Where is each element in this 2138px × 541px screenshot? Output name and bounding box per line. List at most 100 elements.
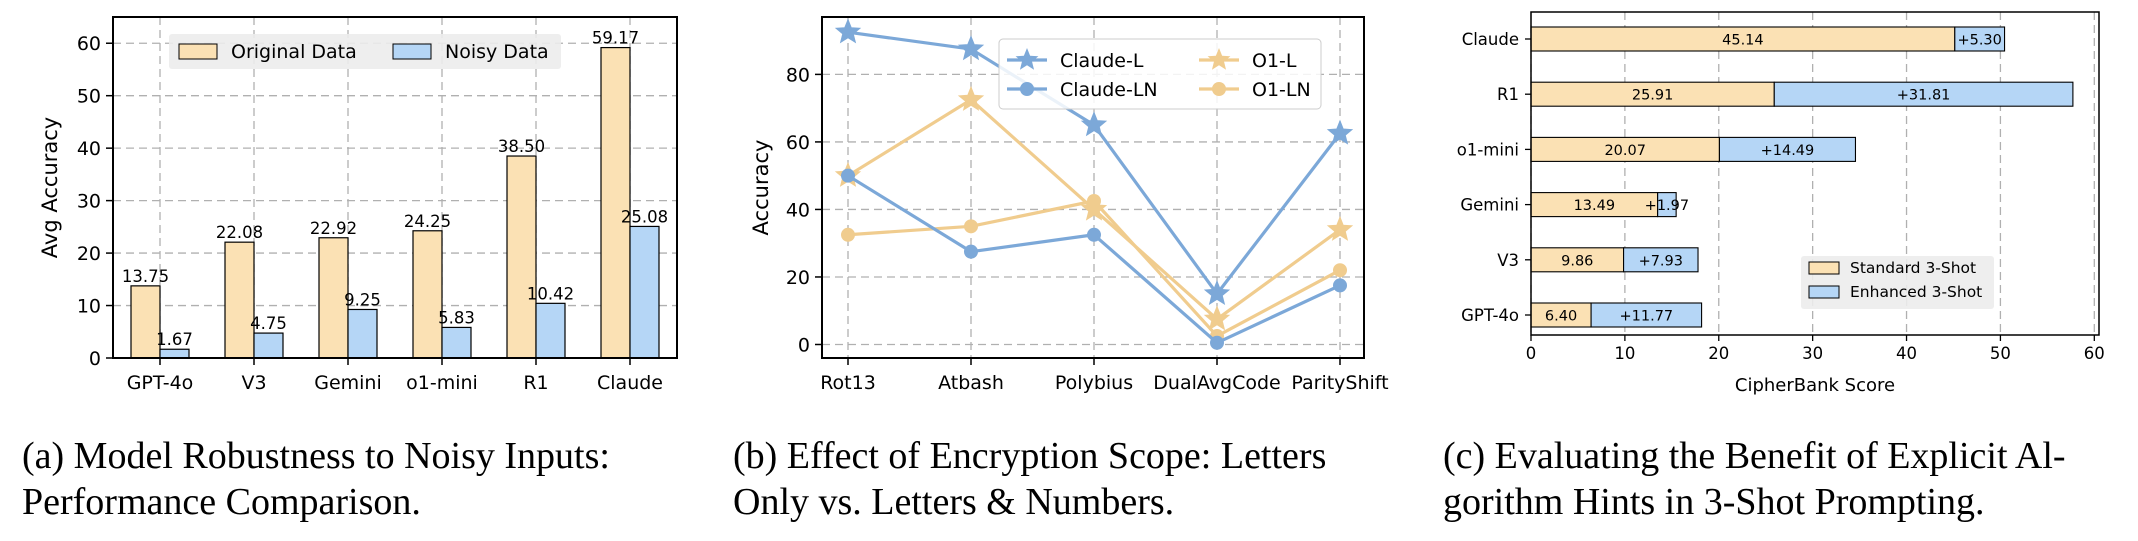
chart-a-xtick-label: V3 <box>241 372 266 394</box>
chart-a-ytick-label: 0 <box>89 348 101 370</box>
chart-b-legend: Claude-L Claude-LN O1-L O1-LN <box>998 38 1322 110</box>
chart-c-bar-enhanced <box>1623 247 1699 273</box>
chart-c-algorithm-hints: 0 10 20 30 40 50 60 GPT-4o 6.40 +11.77 V3 9.86 +7.93… <box>1457 11 2105 396</box>
chart-a-bar-original <box>318 237 349 359</box>
chart-b-point-claude-ln <box>1210 335 1224 350</box>
chart-b-ytick-label: 0 <box>798 334 810 356</box>
caption-a-line-2: Performance Comparison. <box>22 481 421 523</box>
chart-b-point-o1-l <box>957 85 985 111</box>
chart-c-bar-enhanced <box>1590 302 1703 328</box>
caption-a-line-1: (a) Model Robustness to Noisy Inputs: <box>22 435 610 477</box>
chart-c-bar-label: 6.40 <box>1545 309 1577 325</box>
chart-b-point-o1-l <box>1203 305 1231 331</box>
chart-a-bar-original <box>600 46 631 359</box>
chart-a-ylabel: Avg Accuracy <box>38 117 62 258</box>
chart-b-ytick-label: 40 <box>786 199 810 221</box>
chart-b-point-claude-l <box>1080 111 1108 137</box>
chart-b-legend-marker <box>1015 48 1039 70</box>
chart-b-xtick-label: Rot13 <box>820 372 876 394</box>
chart-a-legend: Original Data Noisy Data <box>169 34 561 69</box>
chart-c-legend-label: Enhanced 3-Shot <box>1850 283 1982 301</box>
chart-c-ytick-label: Claude <box>1462 30 1519 49</box>
chart-a-bar-label: 13.75 <box>122 267 169 286</box>
chart-c-bar-label: +1.97 <box>1645 198 1689 214</box>
chart-b-encryption-scope: 0 20 40 60 80 Rot13 Atbash Polybius DualAvgCode P… <box>749 16 1389 394</box>
chart-b-xtick-label: ParityShift <box>1291 372 1388 394</box>
chart-a-xtick-label: Claude <box>597 372 663 394</box>
chart-a-bar-noisy <box>535 302 566 359</box>
chart-c-legend: Standard 3-Shot Enhanced 3-Shot <box>1801 256 1994 309</box>
chart-c-bar-enhanced <box>1773 81 2074 107</box>
chart-c-xlabel: CipherBank Score <box>1735 375 1895 396</box>
chart-c-xtick-label: 50 <box>1990 344 2011 363</box>
caption-c-line-1: (c) Evaluating the Benefit of Explicit A… <box>1443 435 2066 477</box>
chart-a-bar-noisy <box>629 225 660 359</box>
chart-b-ytick-label: 60 <box>786 132 810 154</box>
chart-a-frame <box>112 16 678 359</box>
caption-c-line-2: gorithm Hints in 3-Shot Prompting. <box>1443 481 1985 523</box>
chart-c-frame <box>1530 11 2100 336</box>
chart-a-bar-label: 9.25 <box>344 290 381 309</box>
caption-a: (a) Model Robustness to Noisy Inputs: Pe… <box>22 435 610 523</box>
chart-a-ytick-label: 40 <box>77 138 101 160</box>
chart-b-legend-box <box>998 38 1322 110</box>
chart-a-xtick-label: Gemini <box>314 372 382 394</box>
chart-c-bar-label: 13.49 <box>1574 198 1616 214</box>
chart-a-bar-noisy <box>159 348 190 359</box>
chart-b-frame <box>821 16 1365 359</box>
chart-a-bar-label: 25.08 <box>621 207 668 226</box>
chart-c-bar-label: +5.30 <box>1957 33 2001 49</box>
chart-b-point-claude-ln <box>964 244 978 259</box>
chart-c-bar-standard <box>1530 192 1659 218</box>
chart-a-bar-label: 59.17 <box>592 29 639 48</box>
chart-b-legend-label: Claude-L <box>1060 50 1144 72</box>
chart-a-bar-noisy <box>347 308 378 359</box>
chart-b-xtick-label: Polybius <box>1055 372 1133 394</box>
chart-c-bar-enhanced <box>1954 26 2006 52</box>
chart-b-point-claude-ln <box>1333 278 1347 293</box>
chart-c-bar-standard <box>1530 26 1956 52</box>
chart-a-xtick-label: R1 <box>523 372 548 394</box>
chart-c-xtick-label: 30 <box>1802 344 1823 363</box>
chart-a-bar-label: 5.83 <box>438 308 475 327</box>
chart-b-point-o1-ln <box>1333 263 1347 278</box>
chart-b-ytick-label: 80 <box>786 64 810 86</box>
chart-b-legend-label: O1-L <box>1252 50 1297 72</box>
chart-a-robustness: 0 10 20 30 40 50 60 GPT-4o 13.75 1.67 V3 22.08 4.75 G… <box>38 16 678 394</box>
chart-a-bar-label: 24.25 <box>404 212 451 231</box>
chart-a-ytick-label: 30 <box>77 191 101 213</box>
chart-c-xtick-label: 10 <box>1614 344 1635 363</box>
chart-b-ytick-label: 20 <box>786 267 810 289</box>
chart-b-point-claude-l <box>957 35 985 61</box>
chart-b-point-claude-l <box>834 18 862 44</box>
chart-c-bar-standard <box>1530 136 1720 162</box>
chart-b-xtick-label: DualAvgCode <box>1153 372 1280 394</box>
chart-c-bar-enhanced <box>1657 192 1677 218</box>
chart-b-point-o1-l <box>1326 215 1354 241</box>
chart-b-point-o1-l <box>1080 195 1108 221</box>
chart-c-ytick-label: o1-mini <box>1457 140 1519 159</box>
chart-a-legend-label: Original Data <box>231 41 357 63</box>
chart-a-bar-label: 22.92 <box>310 219 357 238</box>
chart-a-bar-noisy <box>441 326 472 359</box>
chart-c-bar-label: +14.49 <box>1761 143 1815 159</box>
chart-a-legend-box <box>169 34 561 69</box>
chart-a-bar-label: 22.08 <box>216 223 263 242</box>
chart-c-ytick-label: V3 <box>1497 251 1519 270</box>
chart-a-bar-original <box>506 155 537 359</box>
chart-c-legend-swatch <box>1808 285 1840 299</box>
chart-a-bar-label: 1.67 <box>156 330 193 349</box>
chart-c-bar-label: +7.93 <box>1639 253 1683 269</box>
chart-b-xtick-label: Atbash <box>938 372 1004 394</box>
chart-a-ytick-label: 60 <box>77 33 101 55</box>
chart-a-ytick-label: 50 <box>77 86 101 108</box>
caption-c: (c) Evaluating the Benefit of Explicit A… <box>1443 435 2066 523</box>
chart-b-point-claude-ln <box>1087 227 1101 242</box>
chart-a-bar-original <box>412 230 443 359</box>
chart-b-point-claude-l <box>1326 119 1354 145</box>
chart-c-xtick-label: 20 <box>1708 344 1729 363</box>
chart-b-legend-marker <box>1212 82 1226 96</box>
chart-c-bar-enhanced <box>1718 136 1857 162</box>
chart-b-point-claude-l <box>1203 280 1231 306</box>
